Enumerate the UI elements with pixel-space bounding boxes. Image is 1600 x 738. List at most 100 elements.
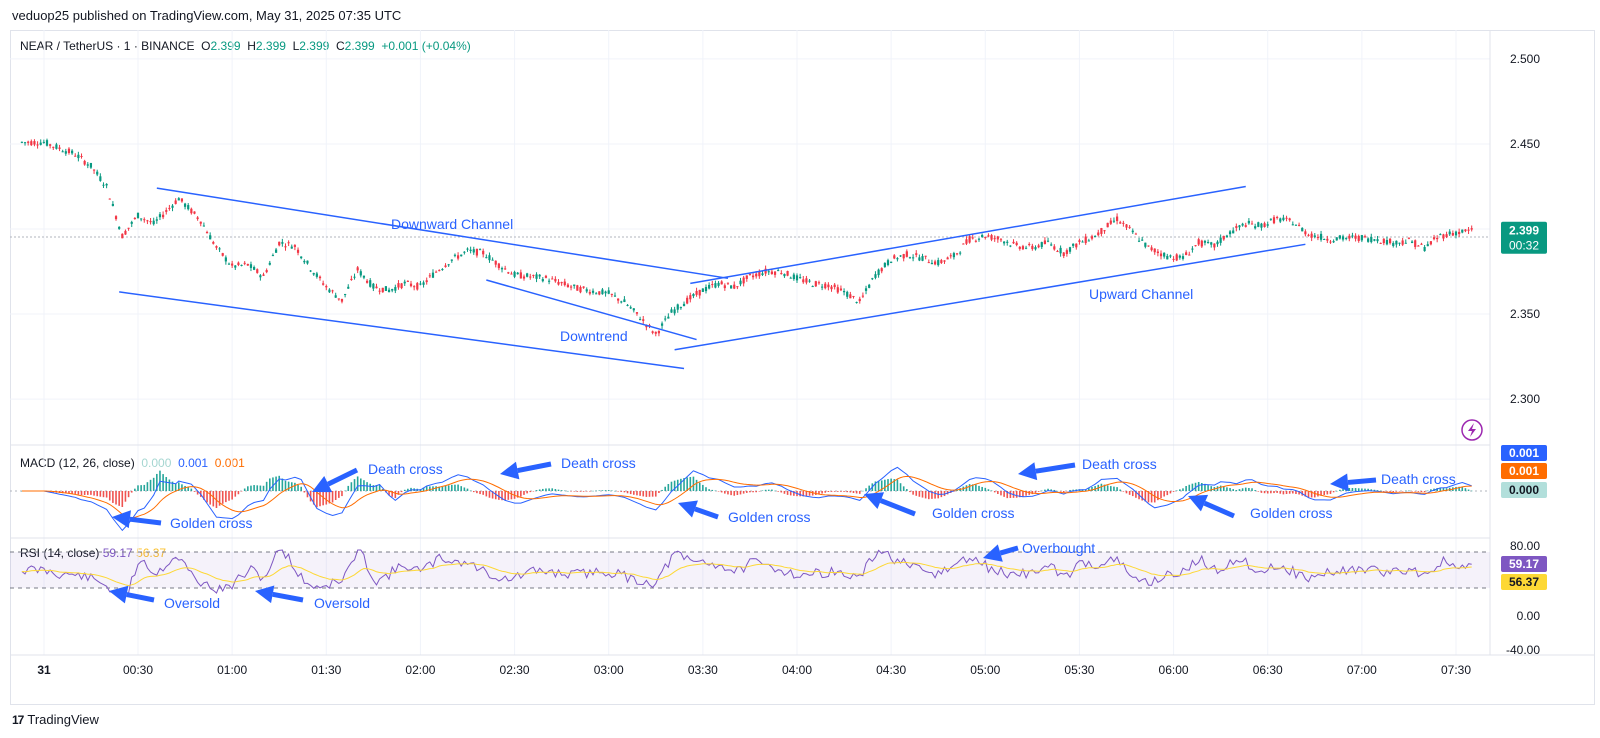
flash-icon[interactable] xyxy=(1461,419,1483,441)
golden-cross-arrow[interactable] xyxy=(864,492,916,517)
candle xyxy=(933,259,937,266)
macd-histogram-bar xyxy=(592,490,594,492)
footer-brand[interactable]: 17 TradingView xyxy=(12,712,99,727)
candle xyxy=(635,312,639,316)
overbought-arrow[interactable] xyxy=(983,544,1019,562)
macd-histogram-bar xyxy=(476,491,478,494)
change-value: +0.001 (+0.04%) xyxy=(381,39,471,53)
candle xyxy=(262,272,265,277)
candle xyxy=(284,243,287,251)
candle-body xyxy=(1451,233,1454,236)
candle xyxy=(168,204,171,211)
macd-histogram-bar xyxy=(466,488,469,491)
candle xyxy=(955,252,959,256)
candle xyxy=(557,279,560,286)
candle xyxy=(121,233,124,239)
candle xyxy=(780,270,783,275)
death-cross-label[interactable]: Death cross xyxy=(368,461,443,477)
upward-channel-lower-line[interactable] xyxy=(674,243,1306,351)
macd-histogram-bar xyxy=(1376,490,1379,491)
chart-frame[interactable] xyxy=(10,30,1595,705)
death-cross-label[interactable]: Death cross xyxy=(1381,471,1456,487)
downward-channel-upper-line[interactable] xyxy=(156,187,729,280)
candle xyxy=(463,251,466,255)
candle xyxy=(86,162,89,169)
death-cross-arrow[interactable] xyxy=(1330,473,1377,492)
macd-histogram-bar xyxy=(799,491,801,497)
oversold-label[interactable]: Oversold xyxy=(164,595,220,611)
macd-histogram-bar xyxy=(1251,488,1253,491)
countdown-text: 00:32 xyxy=(1509,239,1539,253)
golden-cross-label[interactable]: Golden cross xyxy=(932,505,1014,521)
rsi-legend[interactable]: RSI (14, close) 59.17 56.37 xyxy=(20,546,166,560)
candle-body xyxy=(861,295,864,297)
rsi-ma-line[interactable] xyxy=(21,561,1472,587)
golden-cross-label[interactable]: Golden cross xyxy=(170,515,252,531)
symbol-label[interactable]: NEAR / TetherUS · 1 · BINANCE xyxy=(20,39,195,53)
candle-body xyxy=(682,303,686,307)
candle xyxy=(726,282,730,286)
death-cross-arrow[interactable] xyxy=(1018,462,1076,481)
death-cross-label[interactable]: Death cross xyxy=(561,455,636,471)
death-cross-arrow[interactable] xyxy=(312,467,359,493)
close-value: 2.399 xyxy=(344,39,375,53)
macd-line[interactable] xyxy=(21,466,1472,532)
candle xyxy=(180,198,184,203)
candle xyxy=(218,247,221,253)
macd-histogram-bar xyxy=(551,488,554,491)
candle xyxy=(45,138,49,147)
oversold-arrow[interactable] xyxy=(109,585,155,604)
golden-cross-arrow[interactable] xyxy=(678,500,719,520)
downtrend-line[interactable] xyxy=(486,279,697,341)
macd-histogram-bar xyxy=(1263,491,1266,494)
golden-cross-label[interactable]: Golden cross xyxy=(728,509,810,525)
candle-body xyxy=(482,250,485,255)
candle xyxy=(1348,233,1351,242)
candle-body xyxy=(359,271,362,276)
death-cross-label[interactable]: Death cross xyxy=(1082,456,1157,472)
upward-channel-label[interactable]: Upward Channel xyxy=(1089,286,1193,302)
downward-channel-label[interactable]: Downward Channel xyxy=(391,216,513,232)
candle-body xyxy=(290,246,293,249)
upward-channel-upper-line[interactable] xyxy=(690,185,1246,285)
overbought-label[interactable]: Overbought xyxy=(1022,540,1095,556)
macd-legend[interactable]: MACD (12, 26, close) 0.000 0.001 0.001 xyxy=(20,456,245,470)
candle-body xyxy=(127,227,130,229)
oversold-arrow[interactable] xyxy=(255,585,304,604)
candle-body xyxy=(676,304,679,310)
macd-signal-line[interactable] xyxy=(21,475,1472,519)
oversold-label[interactable]: Oversold xyxy=(314,595,370,611)
candle-body xyxy=(1436,237,1439,240)
macd-histogram-bar xyxy=(272,477,274,491)
golden-cross-arrow[interactable] xyxy=(112,510,162,529)
candle xyxy=(529,273,532,280)
candle xyxy=(485,254,488,259)
candle-body xyxy=(384,286,388,291)
macd-histogram-bar xyxy=(1244,487,1247,491)
golden-cross-label[interactable]: Golden cross xyxy=(1250,505,1332,521)
candle xyxy=(1015,241,1018,247)
candle xyxy=(739,277,742,287)
candle xyxy=(1213,243,1216,251)
arrow-shaft xyxy=(1035,462,1076,474)
candle-body xyxy=(1414,240,1417,247)
macd-histogram-bar xyxy=(237,491,240,495)
candle xyxy=(42,139,45,144)
macd-histogram-bar xyxy=(830,491,833,492)
candle xyxy=(1282,214,1285,222)
candle-body xyxy=(1037,245,1040,248)
candle xyxy=(532,274,535,279)
macd-histogram-bar xyxy=(309,491,312,502)
macd-histogram-bar xyxy=(325,491,328,505)
macd-histogram-bar xyxy=(1342,488,1344,491)
death-cross-arrow[interactable] xyxy=(500,461,552,480)
candle-body xyxy=(632,308,635,311)
downtrend-label[interactable]: Downtrend xyxy=(560,328,628,344)
golden-cross-arrow[interactable] xyxy=(1188,494,1235,519)
candle xyxy=(450,259,453,263)
candle-body xyxy=(1090,236,1094,239)
downward-channel-lower-line[interactable] xyxy=(119,291,685,370)
candle xyxy=(1263,221,1266,228)
candle xyxy=(930,259,934,265)
